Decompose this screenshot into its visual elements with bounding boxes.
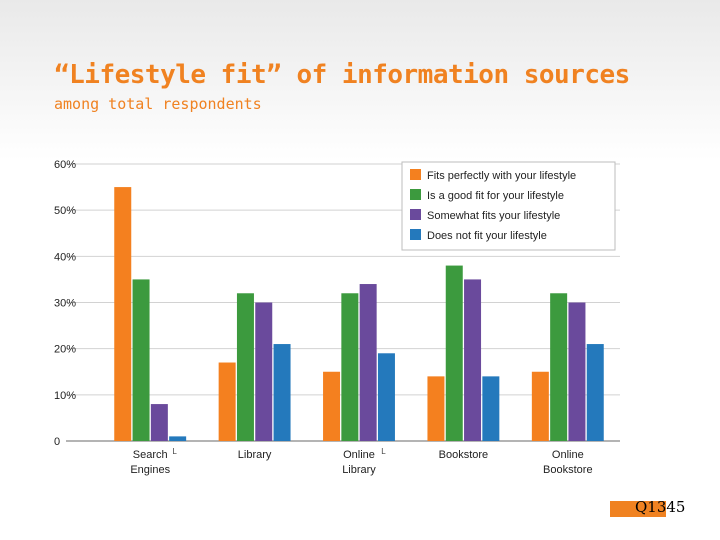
legend-label-2: Somewhat fits your lifestyle	[427, 210, 560, 222]
y-tick-label: 10%	[54, 390, 76, 402]
y-tick-label: 0	[54, 436, 60, 448]
category-flag: L	[172, 447, 177, 456]
y-tick-label: 30%	[54, 298, 76, 310]
legend-label-0: Fits perfectly with your lifestyle	[427, 170, 576, 182]
y-tick-label: 20%	[54, 344, 76, 356]
category-label: Online	[343, 449, 375, 461]
slide-title: “Lifestyle fit” of information sources	[54, 60, 630, 90]
legend-label-1: Is a good fit for your lifestyle	[427, 190, 564, 202]
category-label: Library	[342, 464, 376, 476]
legend-label-3: Does not fit your lifestyle	[427, 230, 547, 242]
legend-swatch-1	[410, 189, 421, 200]
legend-swatch-3	[410, 229, 421, 240]
legend-swatch-0	[410, 169, 421, 180]
bar-1-1	[236, 293, 254, 441]
category-label: Bookstore	[543, 464, 593, 476]
header-background	[0, 0, 720, 160]
bar-2-3	[377, 353, 395, 441]
category-label: Search	[133, 449, 168, 461]
question-code: Q1345	[635, 498, 686, 516]
bar-0-3	[169, 436, 187, 441]
legend-box	[401, 161, 616, 251]
category-label: Library	[238, 449, 272, 461]
bar-4-3	[586, 344, 604, 441]
bar-0-1	[132, 279, 150, 441]
bar-3-3	[482, 376, 500, 441]
category-flag: L	[381, 447, 386, 456]
bar-0-2	[150, 404, 168, 441]
bar-4-1	[550, 293, 568, 441]
footer-accent-bar	[610, 501, 666, 517]
slide-subtitle: among total respondents	[54, 95, 262, 113]
bar-4-2	[568, 302, 586, 441]
bar-3-0	[427, 376, 445, 441]
y-tick-label: 40%	[54, 251, 76, 263]
bar-2-1	[341, 293, 359, 441]
bar-0-0	[114, 187, 132, 441]
bar-2-0	[323, 371, 341, 441]
bar-1-2	[255, 302, 273, 441]
category-label: Engines	[130, 464, 170, 476]
category-label: Online	[552, 449, 584, 461]
bar-3-1	[445, 265, 463, 441]
legend-swatch-2	[410, 209, 421, 220]
y-tick-label: 50%	[54, 205, 76, 217]
category-label: Bookstore	[439, 449, 489, 461]
bar-1-3	[273, 344, 291, 441]
bar-3-2	[464, 279, 482, 441]
bar-2-2	[359, 284, 377, 441]
y-tick-label: 60%	[54, 159, 76, 171]
bar-4-0	[531, 371, 549, 441]
bar-1-0	[218, 362, 236, 441]
